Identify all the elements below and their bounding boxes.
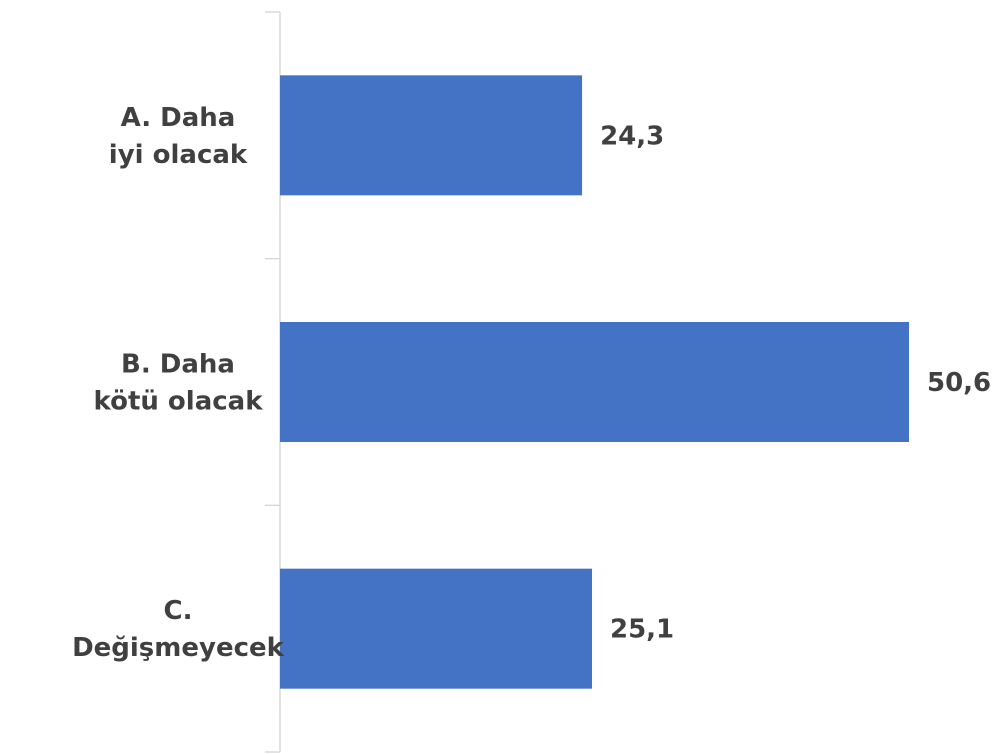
category-label: B. Daha kötü olacak (93, 350, 263, 417)
data-label: 50,6 (927, 368, 991, 398)
category-label: A. Daha iyi olacak (109, 103, 248, 170)
category-label: C. Değişmeyecek (72, 596, 285, 663)
bar (280, 75, 583, 196)
bar (280, 568, 593, 689)
data-label: 25,1 (610, 615, 674, 645)
data-label: 24,3 (600, 121, 664, 151)
bar (280, 322, 909, 442)
